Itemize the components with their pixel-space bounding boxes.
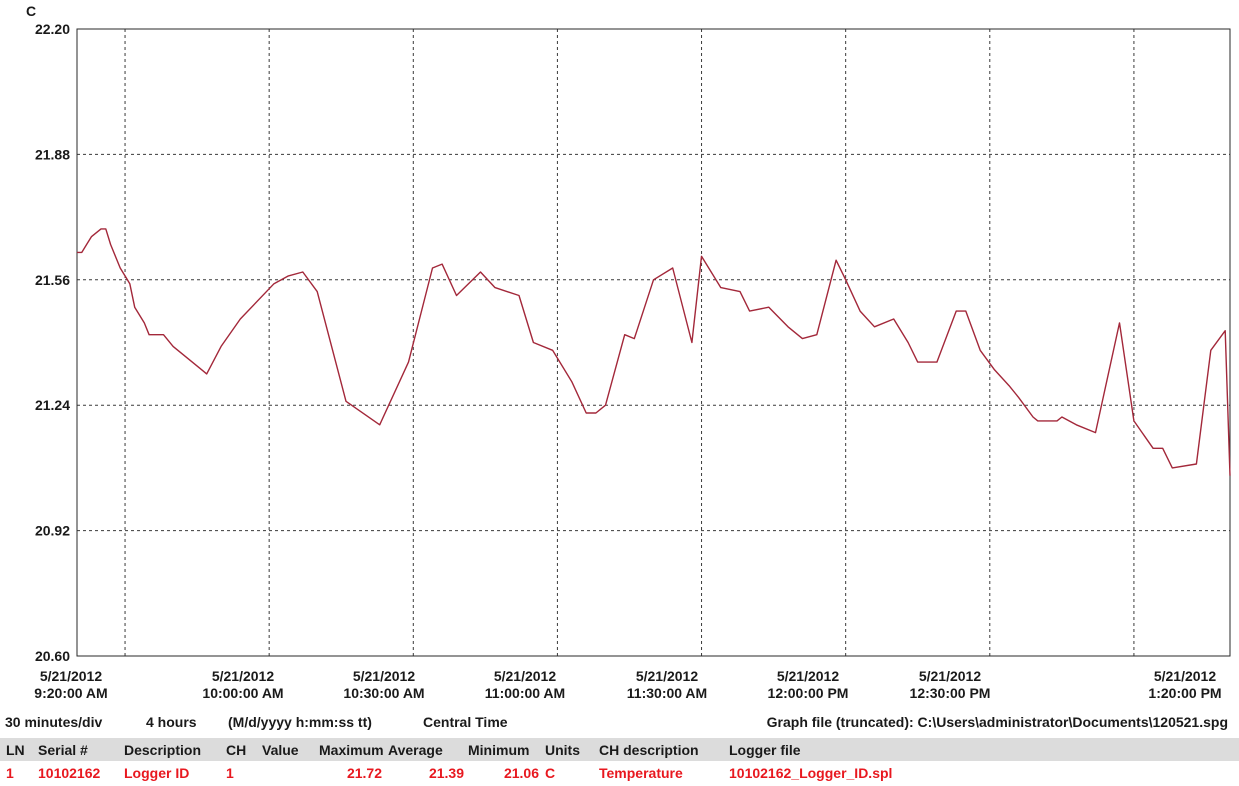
x-tick-time-label: 11:30:00 AM [627, 685, 707, 701]
time-division-text: 30 minutes/div [5, 714, 103, 730]
time-span-text: 4 hours [146, 714, 197, 730]
table-header-row: LN Serial # Description CH Value Maximum… [0, 738, 1239, 761]
col-description-header: Description [124, 741, 202, 758]
x-tick-date-label: 5/21/2012 [919, 668, 981, 684]
cell-serial: 10102162 [38, 764, 101, 781]
x-tick-time-label: 12:30:00 PM [910, 685, 991, 701]
date-format-text: (M/d/yyyy h:mm:ss tt) [228, 714, 372, 730]
col-units-header: Units [545, 741, 580, 758]
x-tick-date-label: 5/21/2012 [777, 668, 839, 684]
col-logger-file-header: Logger file [729, 741, 801, 758]
cell-value [262, 761, 319, 784]
y-tick-label: 20.60 [35, 648, 70, 664]
cell-ch: 1 [226, 764, 234, 781]
x-tick-time-label: 1:20:00 PM [1148, 685, 1221, 701]
cell-description: Logger ID [124, 764, 190, 781]
graph-file-path: Graph file (truncated): C:\Users\adminis… [766, 714, 1228, 730]
x-tick-date-label: 5/21/2012 [212, 668, 274, 684]
col-serial-header: Serial # [38, 741, 88, 758]
x-tick-time-label: 11:00:00 AM [485, 685, 565, 701]
col-value-header: Value [262, 741, 299, 758]
chart-grid [77, 29, 1230, 656]
cell-minimum: 21.06 [503, 764, 539, 781]
y-tick-label: 21.24 [35, 397, 70, 413]
temperature-chart: C 22.20 21.88 21.56 21.24 20.92 20.60 5/21/20… [26, 3, 1231, 701]
x-tick-date-label: 5/21/2012 [1154, 668, 1216, 684]
y-tick-label: 20.92 [35, 523, 70, 539]
x-tick-date-label: 5/21/2012 [353, 668, 415, 684]
x-tick-time-label: 9:20:00 AM [34, 685, 107, 701]
col-maximum-header: Maximum [319, 741, 384, 758]
cell-maximum: 21.72 [346, 764, 382, 781]
col-minimum-header: Minimum [468, 741, 530, 758]
col-ln-header: LN [6, 741, 25, 758]
x-tick-time-label: 10:30:00 AM [343, 685, 424, 701]
x-tick-time-label: 12:00:00 PM [768, 685, 849, 701]
graph-info-row: 30 minutes/div 4 hours (M/d/yyyy h:mm:ss… [0, 711, 1239, 733]
y-tick-label: 21.56 [35, 272, 70, 288]
plot-frame [76, 28, 1231, 657]
x-tick-time-label: 10:00:00 AM [202, 685, 283, 701]
cell-average: 21.39 [428, 764, 464, 781]
x-tick-date-label: 5/21/2012 [636, 668, 698, 684]
cell-ln: 1 [6, 764, 14, 781]
col-ch-header: CH [226, 741, 247, 758]
y-tick-label: 22.20 [35, 21, 70, 37]
col-ch-description-header: CH description [599, 741, 699, 758]
series-line-temperature [77, 228, 1231, 476]
col-average-header: Average [388, 741, 443, 758]
timezone-text: Central Time [423, 714, 508, 730]
channel-table: LN Serial # Description CH Value Maximum… [0, 738, 1239, 784]
cell-ch-description: Temperature [599, 764, 683, 781]
x-tick-date-label: 5/21/2012 [494, 668, 556, 684]
cell-units: C [545, 764, 556, 781]
y-axis-label: C [26, 3, 36, 19]
table-row[interactable]: 1 10102162 Logger ID 1 21.72 21.39 21.06… [0, 761, 1239, 784]
y-axis-ticks: 22.20 21.88 21.56 21.24 20.92 20.60 [35, 21, 70, 664]
cell-logger-file: 10102162_Logger_ID.spl [729, 764, 893, 781]
x-tick-date-label: 5/21/2012 [40, 668, 102, 684]
y-tick-label: 21.88 [35, 146, 70, 162]
